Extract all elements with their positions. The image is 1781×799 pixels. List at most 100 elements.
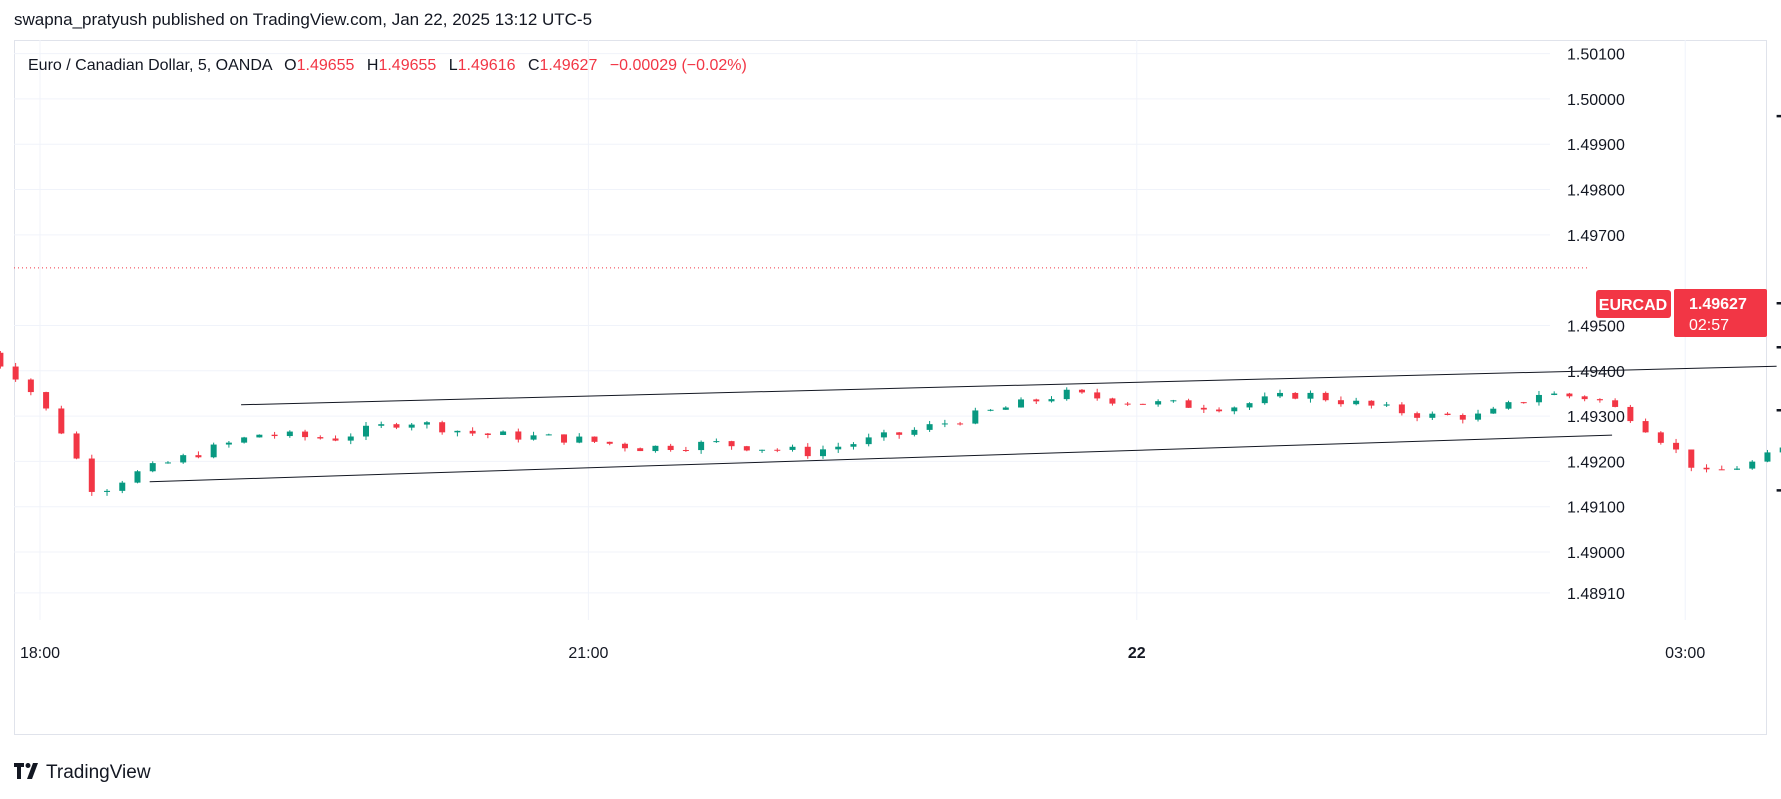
candle-body: [1535, 394, 1542, 403]
candle-body: [1246, 403, 1253, 408]
candle-body: [302, 431, 309, 438]
legend-symbol: Euro / Canadian Dollar, 5, OANDA: [28, 57, 273, 74]
footer-brand[interactable]: TradingView: [14, 762, 151, 784]
candle-body: [911, 429, 918, 435]
candle-body: [286, 431, 293, 437]
candle-body: [530, 435, 537, 440]
candle-body: [1109, 398, 1116, 404]
candle-body: [774, 449, 781, 451]
symbol-price-tag: EURCAD 1.49627 02:57: [1596, 289, 1767, 337]
x-tick-label: 18:00: [20, 645, 60, 662]
candle-body: [804, 446, 811, 457]
candle-body: [1505, 402, 1512, 409]
candle-body: [362, 425, 369, 437]
candle-body: [1642, 421, 1649, 433]
candle-body: [332, 438, 339, 441]
candle-body: [1673, 442, 1680, 450]
candle-body: [1231, 407, 1238, 412]
candle-body: [972, 410, 979, 424]
candle-body: [713, 441, 720, 443]
candle-body: [743, 446, 750, 451]
candle-body: [423, 422, 430, 425]
candle-body: [835, 446, 842, 450]
candles-layer: [0, 350, 1781, 496]
candle-body: [149, 463, 156, 472]
candle-body: [134, 471, 141, 483]
candle-body: [1398, 404, 1405, 414]
legend-open-label: O: [284, 57, 296, 74]
candle-body: [1596, 399, 1603, 401]
candle-body: [1490, 408, 1497, 414]
candle-body: [1749, 461, 1756, 469]
last-price-value: 1.49627: [1689, 296, 1747, 313]
candle-body: [515, 431, 522, 440]
candle-body: [987, 409, 994, 411]
candle-body: [1383, 404, 1390, 406]
candle-body: [1200, 407, 1207, 410]
y-tick-label: 1.49700: [1567, 228, 1625, 245]
y-tick-label: 1.49000: [1567, 545, 1625, 562]
candle-body: [27, 379, 34, 393]
candle-body: [576, 436, 583, 443]
candle-body: [621, 443, 628, 449]
candle-body: [1124, 403, 1131, 405]
publisher-line: swapna_pratyush published on TradingView…: [14, 10, 593, 29]
candle-body: [1368, 400, 1375, 406]
candle-body: [104, 490, 111, 492]
x-tick-label: 03:00: [1665, 645, 1705, 662]
candle-body: [1002, 407, 1009, 410]
candle-body: [378, 424, 385, 426]
candle-body: [195, 455, 202, 458]
legend-open-value: 1.49655: [297, 57, 355, 74]
legend-line: Euro / Canadian Dollar, 5, OANDA O1.4965…: [28, 57, 747, 74]
candle-body: [1627, 406, 1634, 422]
candle-body: [926, 424, 933, 430]
drawings-layer: SCOB0 (1.49962)0.5 (1.49549)0.618 (1.494…: [14, 114, 1781, 492]
candle-body: [393, 424, 400, 428]
candle-body: [1475, 413, 1482, 420]
legend-close-value: 1.49627: [540, 57, 598, 74]
candle-body: [347, 436, 354, 441]
candle-body: [1139, 403, 1146, 405]
candle-body: [1292, 392, 1299, 399]
legend-change: −0.00029 (−0.02%): [610, 57, 747, 74]
grid-lines: [14, 40, 1686, 620]
trend-line: [149, 434, 1613, 483]
trend-line: [241, 365, 1777, 406]
candle-body: [789, 446, 796, 450]
candle-body: [1276, 392, 1283, 397]
candle-body: [500, 431, 507, 435]
candle-body: [1688, 449, 1695, 468]
y-tick-label: 1.49800: [1567, 183, 1625, 200]
candle-body: [1612, 400, 1619, 407]
candle-body: [880, 432, 887, 438]
legend-high-value: 1.49655: [378, 57, 436, 74]
candle-body: [941, 423, 948, 425]
candle-body: [1551, 393, 1558, 395]
candle-body: [1063, 389, 1070, 400]
candle-body: [896, 432, 903, 435]
y-tick-label: 1.49900: [1567, 137, 1625, 154]
candle-body: [1779, 447, 1781, 453]
candle-body: [561, 434, 568, 443]
tradingview-logo-icon: [14, 762, 40, 784]
candle-body: [1337, 400, 1344, 405]
candle-body: [1048, 399, 1055, 402]
legend-low-label: L: [449, 57, 458, 74]
candle-body: [210, 444, 217, 458]
ticker-tag-bg: [1596, 290, 1671, 318]
candle-body: [256, 434, 263, 438]
candle-body: [1307, 392, 1314, 399]
candle-body: [1520, 402, 1527, 404]
y-tick-label: 1.49200: [1567, 454, 1625, 471]
candle-body: [591, 436, 598, 442]
legend-close-label: C: [528, 57, 540, 74]
candle-body: [682, 450, 689, 452]
candle-body: [1657, 432, 1664, 443]
candle-body: [545, 434, 552, 436]
candle-body: [1414, 413, 1421, 418]
y-tick-label: 1.50000: [1567, 92, 1625, 109]
candle-body: [1581, 396, 1588, 400]
candle-body: [728, 441, 735, 447]
